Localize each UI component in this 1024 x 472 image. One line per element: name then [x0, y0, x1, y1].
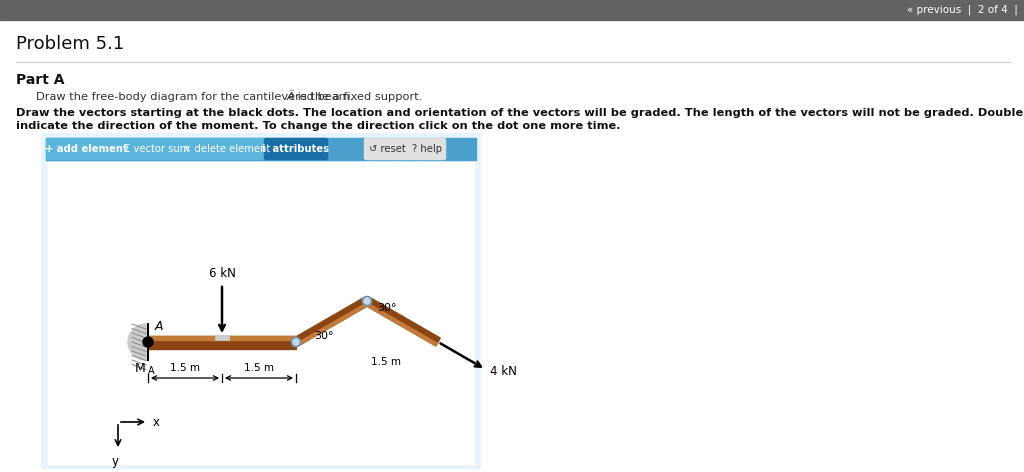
- Text: Problem 5.1: Problem 5.1: [16, 35, 124, 53]
- Text: 6 kN: 6 kN: [209, 267, 236, 280]
- Text: Draw the free-body diagram for the cantilevered beam.: Draw the free-body diagram for the canti…: [36, 92, 360, 102]
- Text: Ä: Ä: [287, 92, 294, 102]
- Text: 30°: 30°: [377, 303, 396, 313]
- FancyBboxPatch shape: [125, 138, 189, 160]
- Text: A: A: [148, 366, 155, 376]
- Text: × delete element: × delete element: [183, 144, 270, 154]
- Bar: [148, 336, 296, 340]
- FancyBboxPatch shape: [264, 138, 328, 160]
- Text: 30°: 30°: [314, 331, 334, 341]
- Bar: [148, 336, 296, 349]
- Text: is the a fixed support.: is the a fixed support.: [294, 92, 423, 102]
- Wedge shape: [128, 324, 146, 360]
- Text: ↺ reset: ↺ reset: [369, 144, 406, 154]
- FancyBboxPatch shape: [42, 134, 480, 468]
- Text: 1.5 m: 1.5 m: [244, 363, 274, 373]
- Text: 4 kN: 4 kN: [489, 365, 516, 378]
- Text: ? help: ? help: [412, 144, 442, 154]
- Text: y: y: [112, 455, 119, 468]
- Polygon shape: [294, 297, 370, 346]
- Bar: [215, 335, 229, 340]
- FancyBboxPatch shape: [188, 138, 265, 160]
- Text: Draw the vectors starting at the black dots. The location and orientation of the: Draw the vectors starting at the black d…: [16, 108, 1024, 118]
- Polygon shape: [297, 302, 370, 346]
- Circle shape: [362, 296, 372, 305]
- FancyBboxPatch shape: [365, 138, 410, 160]
- Text: 1.5 m: 1.5 m: [371, 357, 401, 367]
- Text: + add element: + add element: [45, 144, 127, 154]
- Text: 1.5 m: 1.5 m: [170, 363, 200, 373]
- Text: Part A: Part A: [16, 73, 65, 87]
- Text: Σ vector sum: Σ vector sum: [124, 144, 189, 154]
- Bar: [46, 138, 476, 160]
- Text: A: A: [155, 320, 164, 332]
- Text: « previous  |  2 of 4  |: « previous | 2 of 4 |: [907, 5, 1018, 15]
- Circle shape: [143, 337, 153, 347]
- Text: x: x: [153, 415, 160, 429]
- Bar: [48, 162, 474, 464]
- FancyBboxPatch shape: [409, 138, 445, 160]
- Polygon shape: [365, 297, 440, 346]
- Polygon shape: [365, 302, 437, 346]
- FancyBboxPatch shape: [46, 138, 126, 160]
- Bar: [0, 0, 1024, 20]
- Circle shape: [292, 337, 300, 346]
- Text: indicate the direction of the moment. To change the direction click on the dot o: indicate the direction of the moment. To…: [16, 121, 621, 131]
- Text: M: M: [135, 362, 146, 374]
- Text: i  attributes: i attributes: [262, 144, 330, 154]
